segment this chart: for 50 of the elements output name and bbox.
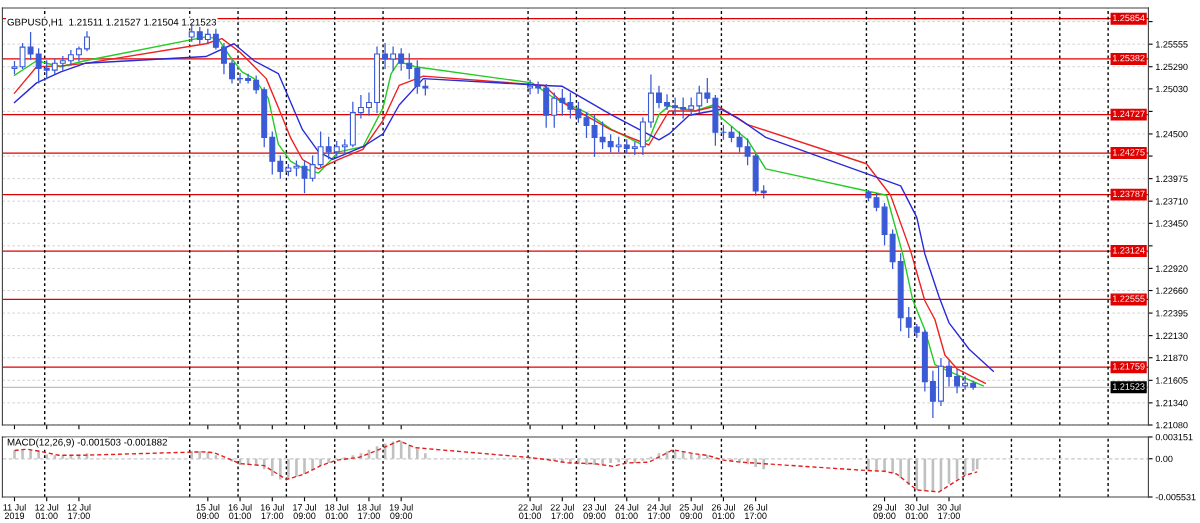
x-tick-label: 26 Jul 01:00 (711, 503, 735, 519)
x-tick-label: 12 Jul 17:00 (67, 503, 91, 519)
text: GBPUSD,H1 1.21511 1.21527 1.21504 1.21523 (7, 18, 217, 27)
y-tick-label: 1.25030 (1156, 85, 1188, 93)
ref-line-label: 1.23124 (1113, 247, 1145, 254)
x-tick-label: 26 Jul 17:00 (744, 503, 768, 519)
y-tick-label: 1.21080 (1156, 421, 1188, 429)
x-tick-label: 23 Jul 09:00 (582, 503, 606, 519)
y-tick-label: 1.24500 (1156, 130, 1188, 138)
ref-line-label: 1.24275 (1113, 149, 1145, 156)
ref-line-label: 1.21759 (1113, 363, 1145, 370)
x-tick-label: 22 Jul 17:00 (550, 503, 574, 519)
y-tick-label: 1.21605 (1156, 377, 1188, 384)
ref-line-label: 1.21523 (1113, 383, 1145, 390)
x-tick-label: 25 Jul 09:00 (679, 503, 703, 519)
x-tick-label: 29 Jul 09:00 (872, 503, 896, 519)
ref-line-label: 1.24727 (1113, 110, 1145, 117)
y-tick-label: 1.21340 (1156, 399, 1188, 407)
y-tick-label: 1.21870 (1156, 354, 1188, 362)
y-tick-label: 1.23450 (1156, 220, 1188, 227)
x-tick-label: 30 Jul 17:00 (937, 503, 961, 519)
y-tick-label: 1.22920 (1156, 265, 1188, 272)
y-tick-label: 1.25555 (1156, 41, 1188, 48)
ref-line-label: 1.25382 (1113, 54, 1145, 62)
y-tick-label: 1.22660 (1156, 287, 1188, 294)
x-tick-label: 12 Jul 01:00 (35, 503, 59, 519)
x-tick-label: 24 Jul 17:00 (647, 503, 671, 519)
x-tick-label: 22 Jul 01:00 (518, 503, 542, 519)
y-tick-label: 1.25290 (1156, 63, 1188, 71)
y-tick-label: 1.22130 (1156, 332, 1188, 339)
x-tick-label: 16 Jul 01:00 (228, 503, 252, 519)
x-tick-label: 17 Jul 09:00 (293, 503, 316, 519)
y-tick-label: 1.23975 (1156, 175, 1188, 182)
x-tick-label: 11 Jul 2019 (3, 503, 26, 519)
ref-line-label: 1.25854 (1113, 14, 1145, 22)
ref-line-label: 1.23787 (1113, 190, 1145, 198)
y-tick-label: -0.005531 (1155, 493, 1196, 501)
chart-title: MACD(12,26,9) -0.001503 -0.001882 (7, 438, 168, 448)
x-tick-label: 15 Jul 09:00 (196, 503, 220, 519)
x-tick-label: 18 Jul 17:00 (357, 503, 381, 519)
x-tick-label: 18 Jul 01:00 (325, 503, 349, 519)
ref-line-label: 1.22555 (1113, 295, 1145, 302)
y-tick-label: 1.22395 (1156, 310, 1188, 317)
x-tick-label: 16 Jul 17:00 (260, 503, 284, 519)
x-tick-label: 24 Jul 01:00 (615, 503, 639, 519)
x-tick-label: 30 Jul 01:00 (905, 503, 929, 519)
y-tick-label: 0.00 (1155, 455, 1173, 463)
y-tick-label: 1.23710 (1156, 198, 1188, 205)
y-tick-label: 0.003151 (1155, 433, 1193, 441)
x-tick-label: 19 Jul 09:00 (389, 503, 413, 519)
